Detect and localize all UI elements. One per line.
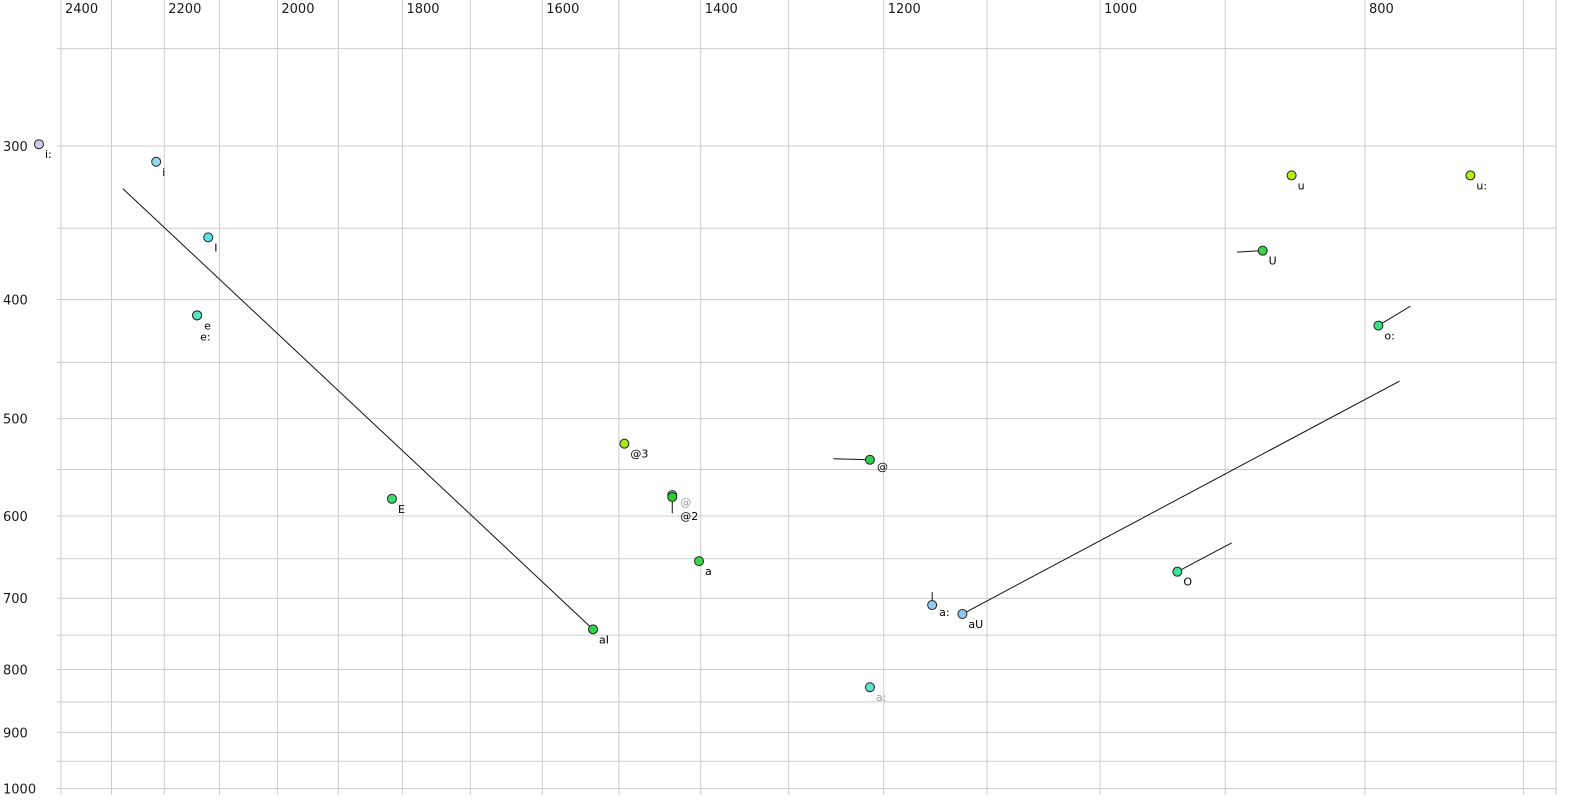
point-label-a: a xyxy=(705,565,712,578)
point-label-u:: u: xyxy=(1476,179,1487,192)
point-label-e:: e: xyxy=(200,330,210,343)
data-point-a xyxy=(694,556,705,567)
data-point-I xyxy=(203,232,214,243)
y-axis-tick-label: 400 xyxy=(3,294,28,309)
trajectory-line-@ xyxy=(833,458,870,461)
data-point-@2 xyxy=(667,491,678,502)
y-axis-tick-label: 700 xyxy=(3,592,28,607)
y-axis-tick-label: 500 xyxy=(3,413,28,428)
data-point-e xyxy=(192,310,203,321)
trajectory-line-aI xyxy=(122,188,594,630)
point-label-a:: a: xyxy=(876,691,886,704)
point-label-aI: aI xyxy=(599,633,609,646)
data-point-a: xyxy=(927,600,938,611)
data-point-o: xyxy=(1373,320,1384,331)
data-point-i xyxy=(151,156,162,167)
y-axis-tick-label: 800 xyxy=(3,664,28,679)
data-point-aU xyxy=(957,609,968,620)
x-axis-tick-label: 1400 xyxy=(705,2,738,17)
data-point-@ xyxy=(864,454,875,465)
data-point-@3 xyxy=(619,438,630,449)
point-label-O: O xyxy=(1183,576,1192,589)
x-axis-tick-label: 1600 xyxy=(546,2,579,17)
point-label-U: U xyxy=(1269,255,1277,268)
point-label-o:: o: xyxy=(1384,330,1394,343)
x-axis-tick-label: 2000 xyxy=(281,2,314,17)
point-label-I: I xyxy=(214,241,217,254)
point-label-aU: aU xyxy=(968,618,983,631)
point-label-@: @ xyxy=(877,461,888,474)
x-axis-tick-label: 1000 xyxy=(1104,2,1137,17)
y-axis-tick-label: 300 xyxy=(3,140,28,155)
y-axis-tick-label: 600 xyxy=(3,510,28,525)
x-axis-tick-label: 1800 xyxy=(406,2,439,17)
point-label-i: i xyxy=(162,166,165,179)
data-point-O xyxy=(1172,566,1183,577)
point-label-e: e xyxy=(204,319,211,332)
trajectory-line-aU xyxy=(962,380,1400,615)
x-axis-tick-label: 2400 xyxy=(65,2,98,17)
data-point-U xyxy=(1257,245,1268,256)
y-axis-tick-label: 1000 xyxy=(3,783,36,798)
point-label-E: E xyxy=(398,503,405,516)
y-axis-tick-label: 900 xyxy=(3,726,28,741)
trajectory-line-o: xyxy=(1378,305,1411,327)
point-label-i:: i: xyxy=(45,148,52,161)
data-point-aI xyxy=(588,624,599,635)
trajectory-line-O xyxy=(1177,542,1233,573)
x-axis-tick-label: 1200 xyxy=(888,2,921,17)
data-point-u: xyxy=(1465,170,1476,181)
x-axis-tick-label: 2200 xyxy=(168,2,201,17)
point-label-@3: @3 xyxy=(630,448,648,461)
point-label-@2: @2 xyxy=(680,510,698,523)
data-point-a: xyxy=(864,682,875,693)
x-axis-tick-label: 800 xyxy=(1369,2,1394,17)
data-point-i: xyxy=(33,139,44,150)
point-label-u: u xyxy=(1298,179,1305,192)
data-point-u xyxy=(1286,170,1297,181)
point-label-@: @ xyxy=(680,496,691,509)
data-point-E xyxy=(386,493,397,504)
point-label-a:: a: xyxy=(939,606,949,619)
